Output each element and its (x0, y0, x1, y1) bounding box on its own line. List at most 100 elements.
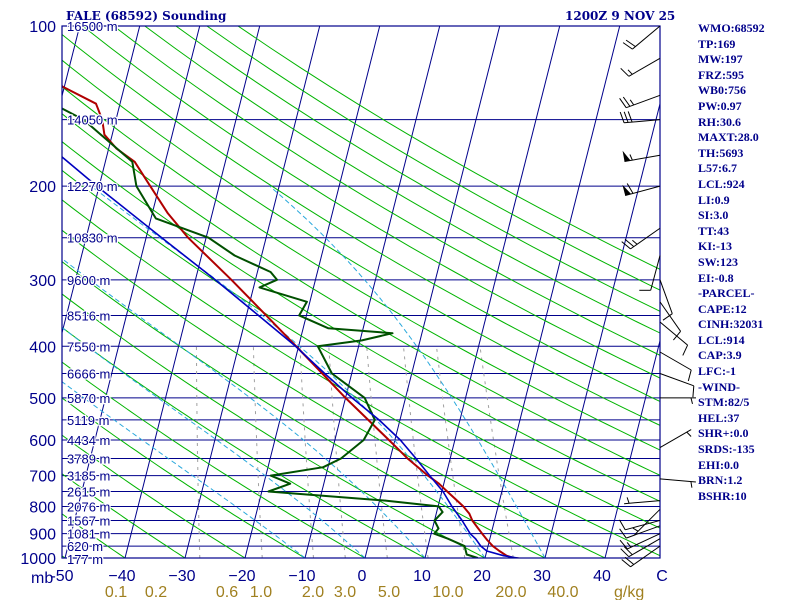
mixing-ratio-label-2: 0.6 (216, 584, 238, 600)
wind-barb-5 (632, 508, 661, 536)
dry-adiabat-10 (62, 326, 427, 558)
wind-barb-half-flag (626, 542, 632, 548)
sounding-index-9: L57:6.7 (698, 161, 737, 176)
mixing-ratio-label-7: 10.0 (432, 584, 463, 600)
sounding-profiles (17, 25, 534, 561)
sounding-index-20: LCL:914 (698, 332, 745, 347)
wind-barb-staff (630, 545, 661, 568)
dewpoint-point-1 (465, 553, 468, 556)
isotherm--60 (62, 26, 141, 335)
mixing-ratio-label-0: 0.1 (105, 584, 127, 600)
wind-barb-flag (624, 238, 635, 247)
wind-barb-flag (619, 519, 626, 531)
wind-barb-20 (619, 94, 661, 109)
wind-barb-16 (621, 227, 661, 250)
mixing-ratio-lines (195, 346, 514, 558)
wind-barb-3 (619, 525, 661, 539)
wind-barb-half-flag (632, 527, 639, 532)
wind-barb-staff (659, 351, 692, 371)
parcel-point-17 (214, 279, 216, 281)
sounding-index-0: WMO:68592 (698, 21, 765, 35)
moist-adiabat-10 (62, 258, 426, 558)
temp-tick-4: −10 (288, 568, 315, 585)
wind-barb-half-flag (686, 431, 692, 437)
sounding-index-13: TT:43 (698, 223, 730, 238)
mixing-ratio-label-8: 20.0 (495, 584, 526, 600)
temp-tick-8: 30 (533, 568, 551, 585)
temperature-point-19 (367, 419, 370, 421)
temp-tick-5: 0 (358, 568, 367, 585)
wind-barb-half-flag (626, 497, 630, 504)
dewpoint-point-35 (52, 103, 54, 105)
height-label-150: 14050 m (67, 113, 118, 128)
chart-subtitle: 1200Z 9 NOV 25 (565, 9, 675, 23)
dewpoint-point-25 (258, 286, 261, 289)
sounding-index-18: CAPE:12 (698, 301, 747, 316)
temp-tick-0: -50 (50, 568, 73, 585)
parcel-point-7 (451, 505, 453, 508)
dewpoint-point-9 (384, 499, 387, 502)
sounding-index-3: FRZ:595 (698, 67, 744, 82)
wind-barb-8 (659, 429, 692, 448)
dewpoint-point-13 (322, 466, 325, 469)
temperature-point-9 (468, 512, 471, 515)
dewpoint-point-37 (21, 25, 23, 27)
chart-title: FALE (68592) Sounding (66, 9, 227, 23)
height-label-250: 10830 m (67, 231, 118, 246)
sounding-index-24: STM:82/5 (698, 395, 750, 410)
wind-barb-15 (639, 255, 661, 291)
wind-barb-11 (659, 351, 692, 382)
dewpoint-point-3 (447, 537, 449, 540)
sounding-index-7: MAXT:28.0 (698, 130, 759, 145)
wind-barb-flag (662, 313, 673, 321)
dewpoint-point-18 (331, 372, 333, 375)
isotherm--80 (0, 26, 20, 558)
wind-barb-half-flag (627, 69, 633, 75)
wind-barb-staff (624, 500, 661, 505)
mixing-ratio-20 (479, 346, 514, 558)
dry-adiabat-150 (175, 26, 660, 312)
wind-barb-7 (659, 478, 696, 488)
temp-tick-7: 20 (473, 568, 491, 585)
dry-adiabat-90 (62, 86, 660, 451)
sounding-index-2: MW:197 (698, 52, 743, 67)
wind-barb-half-flag (629, 154, 633, 161)
wind-barb-2 (619, 533, 661, 550)
wind-barb-flag (625, 39, 636, 48)
pressure-label-600: 600 (29, 433, 56, 450)
height-label-300: 9600 m (67, 273, 110, 288)
dewpoint-point-34 (82, 118, 85, 121)
wind-barb-4 (619, 519, 661, 531)
temp-tick-6: 10 (413, 568, 431, 585)
mixing-ratio-12 (436, 346, 466, 558)
dry-adiabat-0 (62, 361, 367, 558)
temperature-point-11 (454, 498, 457, 500)
height-label-850: 1567 m (67, 513, 110, 528)
dry-adiabat-50 (62, 199, 660, 557)
wind-barb-half-flag (690, 481, 693, 488)
isotherm--10 (304, 26, 441, 558)
parcel-point-13 (351, 397, 353, 399)
temperature-point-25 (187, 236, 189, 239)
dewpoint-point-30 (155, 217, 157, 220)
temperature-point-3 (498, 550, 501, 552)
dewpoint-point-26 (276, 279, 278, 281)
parcel-point-12 (378, 419, 380, 421)
parcel-point-14 (323, 372, 326, 375)
isotherm--30 (184, 26, 321, 558)
wind-barb-staff (659, 373, 694, 387)
height-label-800: 2076 m (67, 499, 110, 514)
pressure-label-200: 200 (29, 179, 56, 196)
wind-barb-13 (659, 301, 682, 341)
dewpoint-point-23 (298, 314, 301, 317)
height-label-350: 8516 m (67, 308, 110, 323)
pressure-label-800: 800 (29, 499, 56, 516)
wind-barb-staff (626, 94, 661, 109)
parcel-point-20 (17, 119, 19, 121)
temperature-point-0 (532, 559, 534, 561)
plot-border (61, 25, 661, 559)
pressure-label-300: 300 (29, 273, 56, 290)
temperature-point-20 (344, 397, 347, 399)
wind-barb-staff (659, 301, 682, 332)
